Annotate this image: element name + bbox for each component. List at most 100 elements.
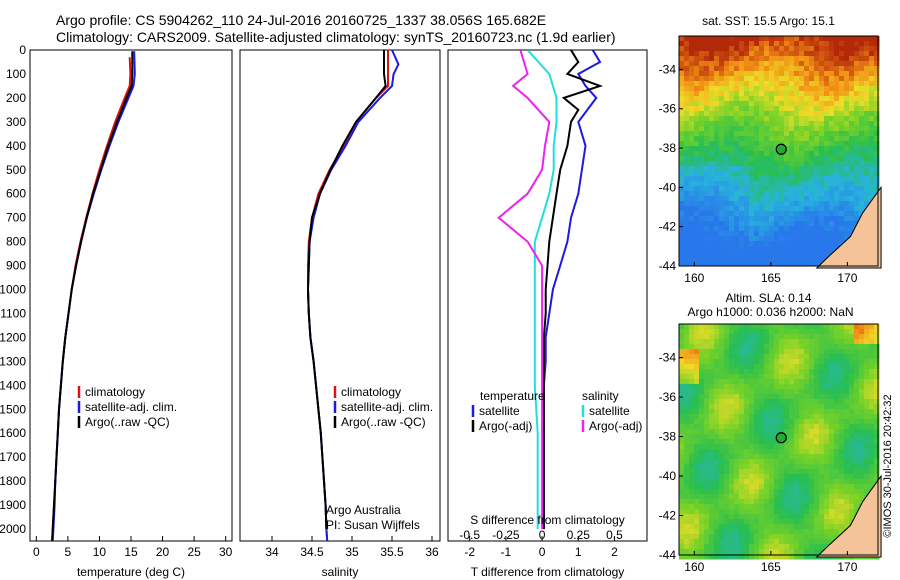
map-cell xyxy=(754,171,760,177)
map-cell xyxy=(689,146,695,152)
map-cell xyxy=(819,121,825,127)
map-cell xyxy=(774,71,780,77)
map-cell xyxy=(834,216,840,222)
map-cell xyxy=(854,499,860,505)
map-cell xyxy=(784,211,790,217)
map-x-tick-label: 170 xyxy=(837,560,857,574)
map-cell xyxy=(679,549,685,555)
map-cell xyxy=(769,349,775,355)
map-cell xyxy=(849,404,855,410)
map-cell xyxy=(799,409,805,415)
map-cell xyxy=(729,369,735,375)
map-cell xyxy=(824,364,830,370)
map-cell xyxy=(799,329,805,335)
map-cell xyxy=(734,61,740,67)
map-cell xyxy=(784,261,790,267)
map-cell xyxy=(754,71,760,77)
map-cell xyxy=(804,514,810,520)
map-cell xyxy=(739,469,745,475)
map-cell xyxy=(754,334,760,340)
map-cell xyxy=(684,41,690,47)
map-y-tick-label: -34 xyxy=(659,351,677,365)
map-cell xyxy=(749,549,755,555)
map-cell xyxy=(724,499,730,505)
map-cell xyxy=(814,201,820,207)
map-cell xyxy=(764,519,770,525)
map-cell xyxy=(709,404,715,410)
map-cell xyxy=(829,236,835,242)
map-cell xyxy=(764,136,770,142)
map-cell xyxy=(714,251,720,257)
map-cell xyxy=(769,469,775,475)
map-cell xyxy=(849,76,855,82)
map-cell xyxy=(799,141,805,147)
map-cell xyxy=(844,459,850,465)
map-cell xyxy=(814,459,820,465)
map-cell xyxy=(854,136,860,142)
map-cell xyxy=(829,171,835,177)
map-cell xyxy=(869,394,875,400)
map-cell xyxy=(719,364,725,370)
map-cell xyxy=(749,46,755,52)
map-cell xyxy=(699,484,705,490)
map-cell xyxy=(844,76,850,82)
map-cell xyxy=(749,161,755,167)
map-cell xyxy=(739,221,745,227)
map-cell xyxy=(679,226,685,232)
map-cell xyxy=(689,439,695,445)
series-line xyxy=(306,50,387,530)
map-cell xyxy=(809,196,815,202)
map-cell xyxy=(679,186,685,192)
map-cell xyxy=(714,41,720,47)
map-cell xyxy=(764,469,770,475)
map-cell xyxy=(834,231,840,237)
map-cell xyxy=(749,514,755,520)
map-cell xyxy=(739,324,745,330)
map-cell xyxy=(739,261,745,267)
map-cell xyxy=(764,201,770,207)
map-cell xyxy=(839,529,845,535)
map-cell xyxy=(694,454,700,460)
map-cell xyxy=(769,459,775,465)
map-cell xyxy=(709,251,715,257)
map-cell xyxy=(699,534,705,540)
map-cell xyxy=(769,429,775,435)
map-cell xyxy=(839,106,845,112)
map-cell xyxy=(779,484,785,490)
map-cell xyxy=(799,261,805,267)
map-cell xyxy=(814,539,820,545)
map-cell xyxy=(789,339,795,345)
map-cell xyxy=(749,166,755,172)
map-cell xyxy=(734,191,740,197)
map-cell xyxy=(814,146,820,152)
map-cell xyxy=(839,221,845,227)
map-cell xyxy=(784,554,790,560)
map-cell xyxy=(864,394,870,400)
map-cell xyxy=(694,51,700,57)
map-cell xyxy=(789,161,795,167)
map-cell xyxy=(724,211,730,217)
map-cell xyxy=(854,334,860,340)
map-cell xyxy=(769,324,775,330)
map-cell xyxy=(819,499,825,505)
map-cell xyxy=(869,116,875,122)
map-cell xyxy=(729,359,735,365)
map-cell xyxy=(709,399,715,405)
map-cell xyxy=(689,156,695,162)
map-cell xyxy=(834,111,840,117)
map-cell xyxy=(774,136,780,142)
map-cell xyxy=(699,96,705,102)
map-cell xyxy=(734,51,740,57)
map-cell xyxy=(694,246,700,252)
map-cell xyxy=(764,156,770,162)
map-cell xyxy=(784,111,790,117)
map-cell xyxy=(784,464,790,470)
map-cell xyxy=(714,106,720,112)
map-cell xyxy=(824,106,830,112)
map-cell xyxy=(764,81,770,87)
map-cell xyxy=(769,334,775,340)
map-cell xyxy=(734,86,740,92)
map-cell xyxy=(749,66,755,72)
map-cell xyxy=(774,131,780,137)
map-cell xyxy=(839,211,845,217)
